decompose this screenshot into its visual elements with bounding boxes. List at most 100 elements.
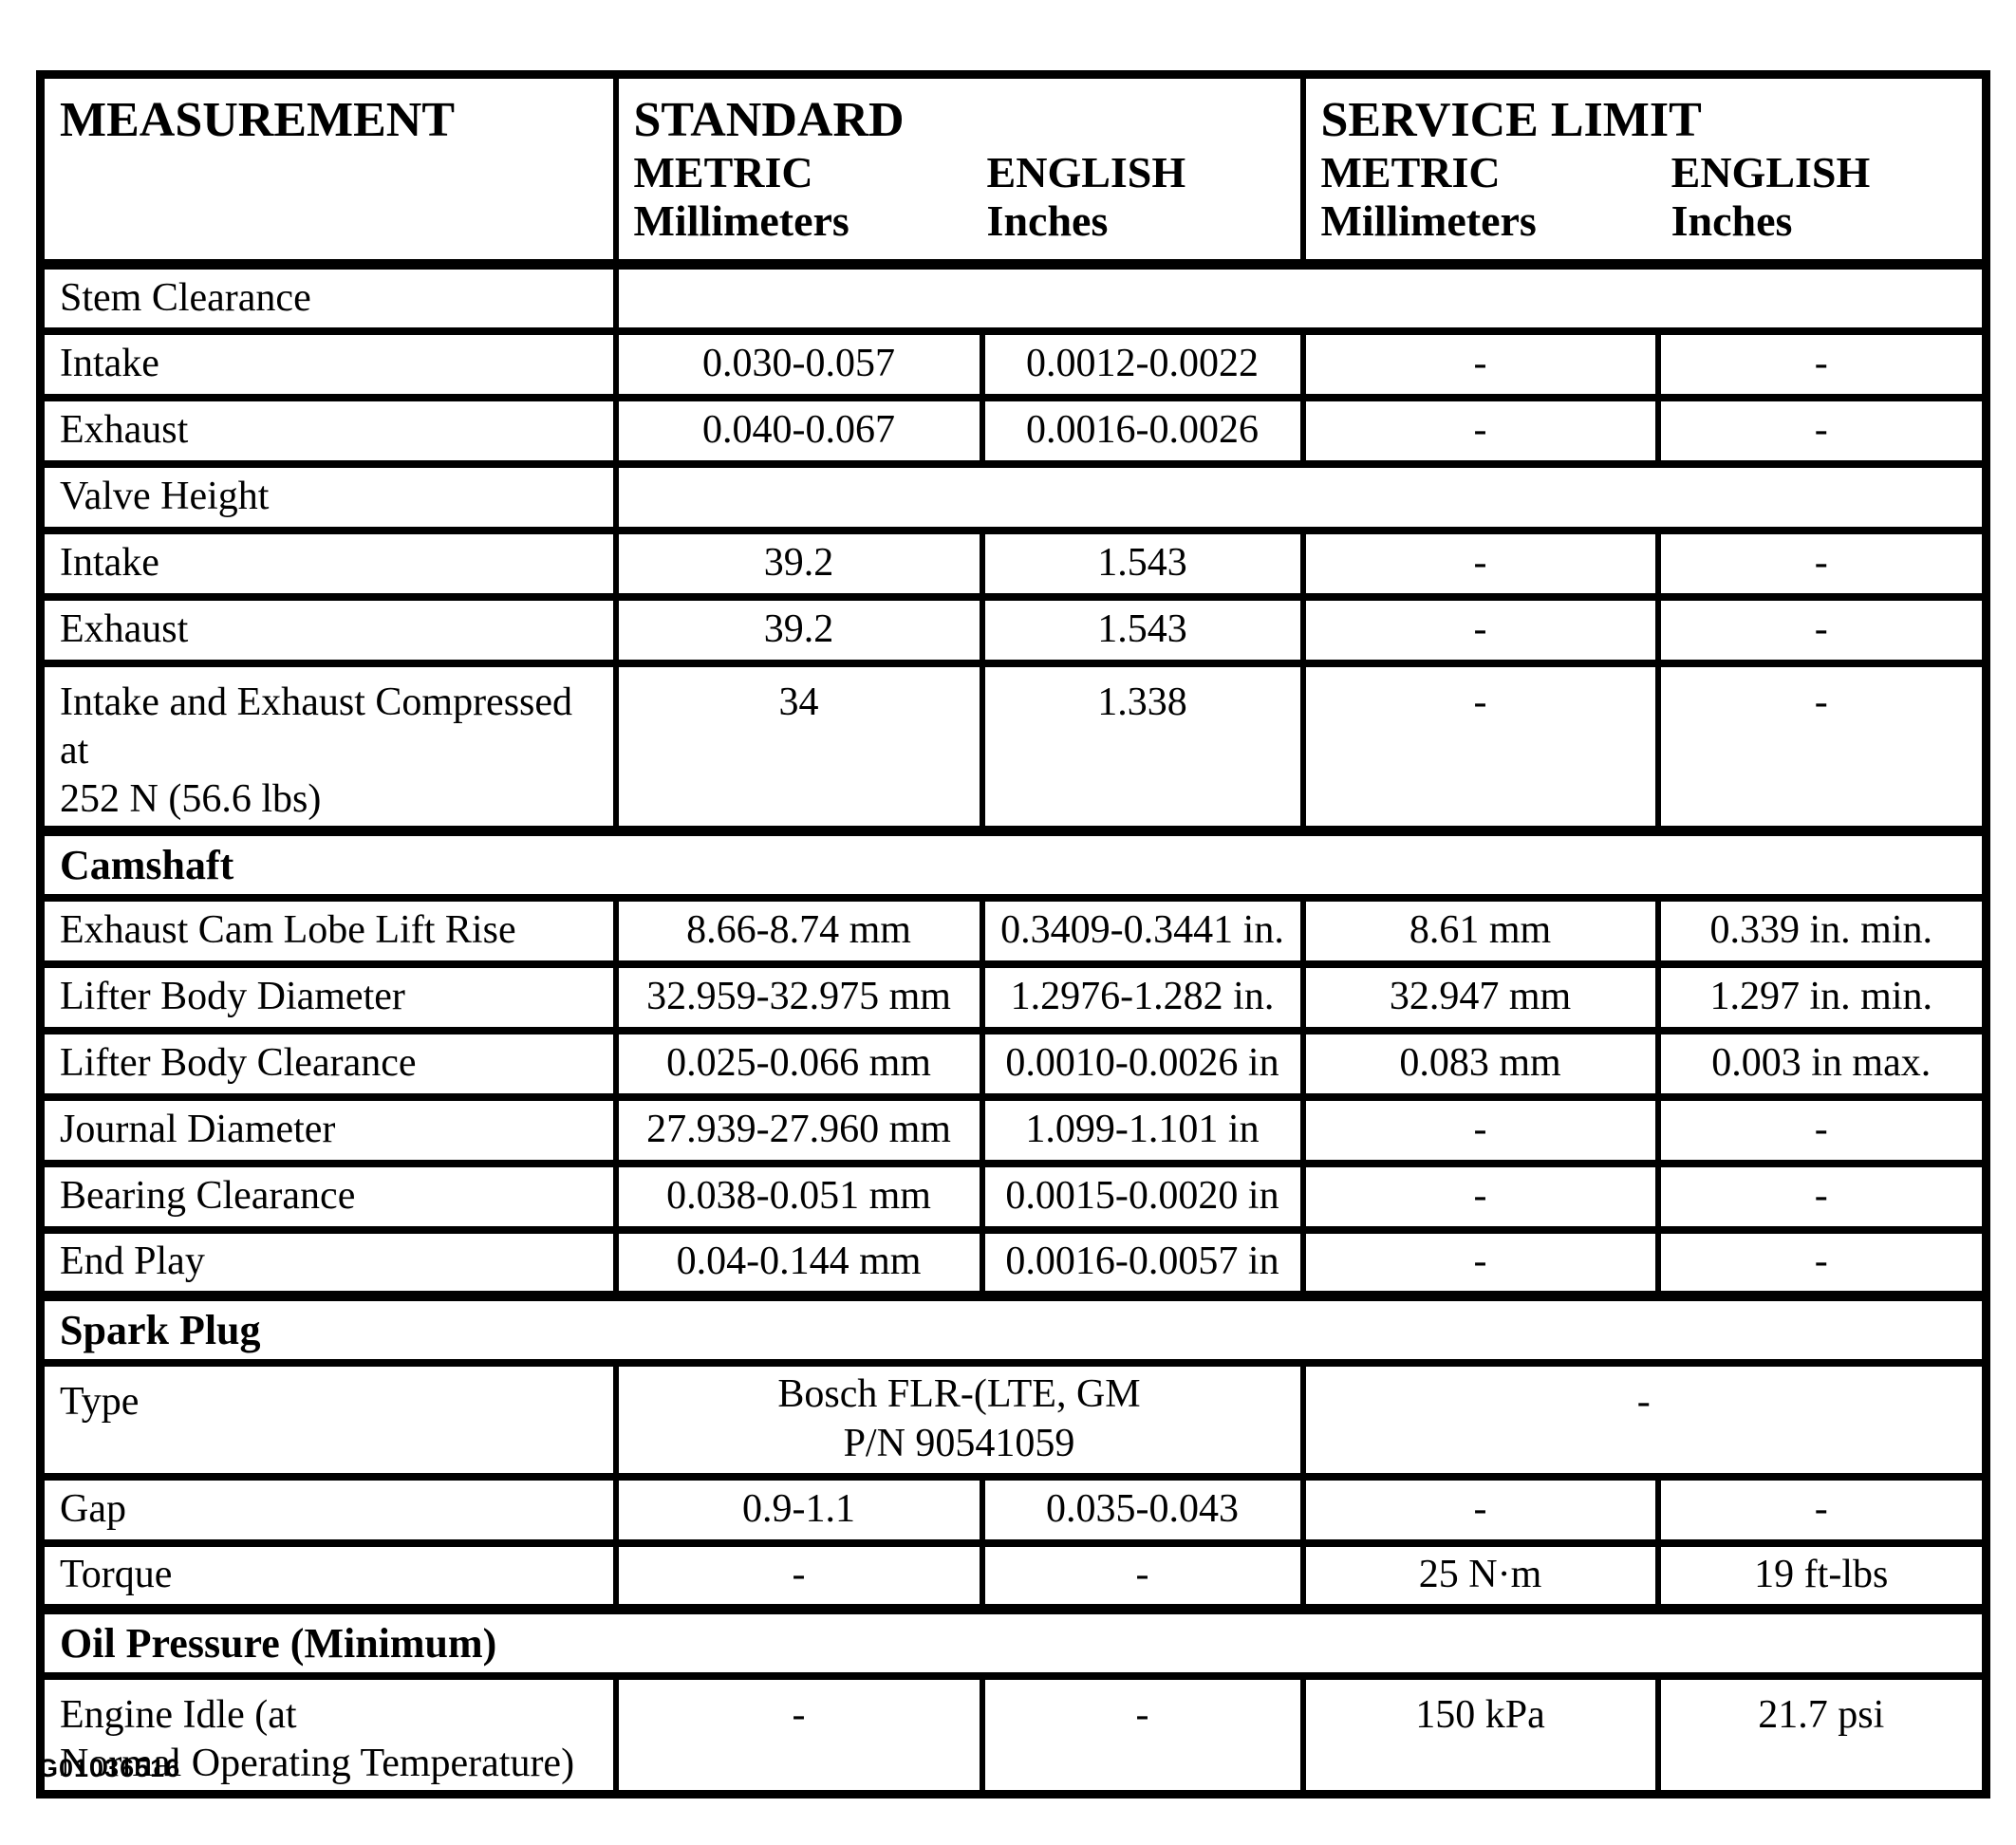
std-english-cell: 1.2976-1.282 in. — [979, 960, 1306, 1034]
row-label-cell: Torque — [37, 1538, 619, 1613]
table-row: Torque - - 25 N·m 19 ft-lbs — [37, 1538, 1989, 1613]
table-row: Valve Height — [37, 459, 1989, 534]
std-metric-cell: 8.66-8.74 mm — [612, 893, 985, 968]
service-english-cell: 21.7 psi — [1654, 1671, 1989, 1798]
row-label-cell: Intake — [37, 326, 619, 401]
standard-header: STANDARD — [633, 93, 905, 147]
inches-label: Inches — [1671, 196, 1793, 246]
header-measurement-cell: MEASUREMENT — [37, 70, 619, 270]
empty-span-cell — [612, 260, 1989, 335]
table-header-row: MEASUREMENT STANDARD METRIC Millimeters … — [37, 70, 1989, 270]
std-english-cell: 1.099-1.101 in — [979, 1092, 1306, 1167]
table-row: Lifter Body Clearance 0.025-0.066 mm 0.0… — [37, 1026, 1989, 1101]
section-row: Spark Plug — [37, 1291, 1989, 1367]
std-metric-cell: 39.2 — [612, 592, 985, 667]
table-row: Journal Diameter 27.939-27.960 mm 1.099-… — [37, 1092, 1989, 1167]
std-metric-cell: - — [612, 1538, 985, 1613]
std-english-cell: 0.3409-0.3441 in. — [979, 893, 1306, 968]
service-limit-header: SERVICE LIMIT — [1320, 93, 1702, 147]
standard-subheaders: METRIC Millimeters ENGLISH Inches — [633, 147, 1297, 246]
table-row: Engine Idle (at Normal Operating Tempera… — [37, 1671, 1989, 1798]
std-english-cell: 0.0012-0.0022 — [979, 326, 1306, 401]
table-row: Gap 0.9-1.1 0.035-0.043 - - — [37, 1472, 1989, 1547]
service-metric-cell: - — [1299, 1472, 1661, 1547]
row-label-cell: Exhaust — [37, 592, 619, 667]
std-metric-cell: 32.959-32.975 mm — [612, 960, 985, 1034]
service-metric-subheader: METRIC Millimeters — [1321, 148, 1671, 246]
row-label-cell: Valve Height — [37, 459, 619, 534]
service-english-cell: - — [1654, 592, 1989, 667]
section-header-cell: Oil Pressure (Minimum) — [37, 1604, 1989, 1680]
service-english-cell: 0.003 in max. — [1654, 1026, 1989, 1101]
std-english-cell: 0.0015-0.0020 in — [979, 1159, 1306, 1234]
section-row: Camshaft — [37, 826, 1989, 902]
row-label-line1: Engine Idle (at — [60, 1692, 297, 1737]
service-english-cell: - — [1654, 1159, 1989, 1234]
service-english-cell: - — [1654, 1092, 1989, 1167]
measurement-header: MEASUREMENT — [60, 93, 456, 147]
service-metric-cell: - — [1299, 393, 1661, 468]
row-label-cell: End Play — [37, 1225, 619, 1300]
table-row: Exhaust 39.2 1.543 - - — [37, 592, 1989, 667]
table-row: Intake 0.030-0.057 0.0012-0.0022 - - — [37, 326, 1989, 401]
service-english-cell: 19 ft-lbs — [1654, 1538, 1989, 1613]
std-metric-cell: 0.040-0.067 — [612, 393, 985, 468]
header-service-limit-cell: SERVICE LIMIT METRIC Millimeters ENGLISH… — [1299, 70, 1989, 270]
service-metric-cell: - — [1299, 1225, 1661, 1300]
metric-label: METRIC — [1320, 147, 1501, 196]
std-english-cell: 1.543 — [979, 526, 1306, 601]
std-metric-cell: 0.025-0.066 mm — [612, 1026, 985, 1101]
service-metric-cell: - — [1299, 592, 1661, 667]
row-label-cell: Stem Clearance — [37, 260, 619, 335]
figure-id: G01036516 — [38, 1754, 181, 1782]
metric-label: METRIC — [633, 147, 813, 196]
service-metric-cell: 0.083 mm — [1299, 1026, 1661, 1101]
service-english-cell: - — [1654, 1472, 1989, 1547]
std-english-cell: - — [979, 1671, 1306, 1798]
std-english-cell: 0.0010-0.0026 in — [979, 1026, 1306, 1101]
std-metric-cell: - — [612, 1671, 985, 1798]
row-label-cell: Type — [37, 1358, 619, 1481]
millimeters-label: Millimeters — [633, 196, 849, 246]
service-metric-cell: - — [1299, 1092, 1661, 1167]
service-english-cell: - — [1654, 526, 1989, 601]
header-standard-cell: STANDARD METRIC Millimeters ENGLISH Inch… — [612, 70, 1306, 270]
service-metric-cell: 8.61 mm — [1299, 893, 1661, 968]
section-header-cell: Camshaft — [37, 826, 1989, 902]
table-row: Intake and Exhaust Compressed at 252 N (… — [37, 659, 1989, 835]
inches-label: Inches — [986, 196, 1109, 246]
service-metric-cell: - — [1299, 526, 1661, 601]
std-english-cell: 0.0016-0.0026 — [979, 393, 1306, 468]
service-english-subheader: ENGLISH Inches — [1671, 148, 1981, 246]
service-metric-cell: 32.947 mm — [1299, 960, 1661, 1034]
std-metric-cell: 0.9-1.1 — [612, 1472, 985, 1547]
table-row: Lifter Body Diameter 32.959-32.975 mm 1.… — [37, 960, 1989, 1034]
row-label-cell: Lifter Body Clearance — [37, 1026, 619, 1101]
section-header-cell: Spark Plug — [37, 1291, 1989, 1367]
row-label-cell: Journal Diameter — [37, 1092, 619, 1167]
std-english-cell: 1.338 — [979, 659, 1306, 835]
row-label-cell: Gap — [37, 1472, 619, 1547]
std-metric-cell: 27.939-27.960 mm — [612, 1092, 985, 1167]
row-label-line1: Intake and Exhaust Compressed at — [60, 680, 573, 773]
table-row: Intake 39.2 1.543 - - — [37, 526, 1989, 601]
table-row: End Play 0.04-0.144 mm 0.0016-0.0057 in … — [37, 1225, 1989, 1300]
service-metric-cell: - — [1299, 326, 1661, 401]
service-english-cell: - — [1654, 393, 1989, 468]
service-english-cell: 1.297 in. min. — [1654, 960, 1989, 1034]
table-row: Exhaust Cam Lobe Lift Rise 8.66-8.74 mm … — [37, 893, 1989, 968]
empty-span-cell — [612, 459, 1989, 534]
std-metric-cell: 34 — [612, 659, 985, 835]
table-row: Type Bosch FLR-(LTE, GM P/N 90541059 - — [37, 1358, 1989, 1481]
english-label: ENGLISH — [986, 147, 1186, 196]
spark-plug-type-line1: Bosch FLR-(LTE, GM — [777, 1372, 1141, 1417]
service-english-cell: 0.339 in. min. — [1654, 893, 1989, 968]
std-english-cell: 0.0016-0.0057 in — [979, 1225, 1306, 1300]
service-metric-cell: - — [1299, 1159, 1661, 1234]
std-metric-cell: 0.038-0.051 mm — [612, 1159, 985, 1234]
section-row: Oil Pressure (Minimum) — [37, 1604, 1989, 1680]
table-row: Bearing Clearance 0.038-0.051 mm 0.0015-… — [37, 1159, 1989, 1234]
std-english-cell: 0.035-0.043 — [979, 1472, 1306, 1547]
service-limit-subheaders: METRIC Millimeters ENGLISH Inches — [1321, 148, 1981, 246]
